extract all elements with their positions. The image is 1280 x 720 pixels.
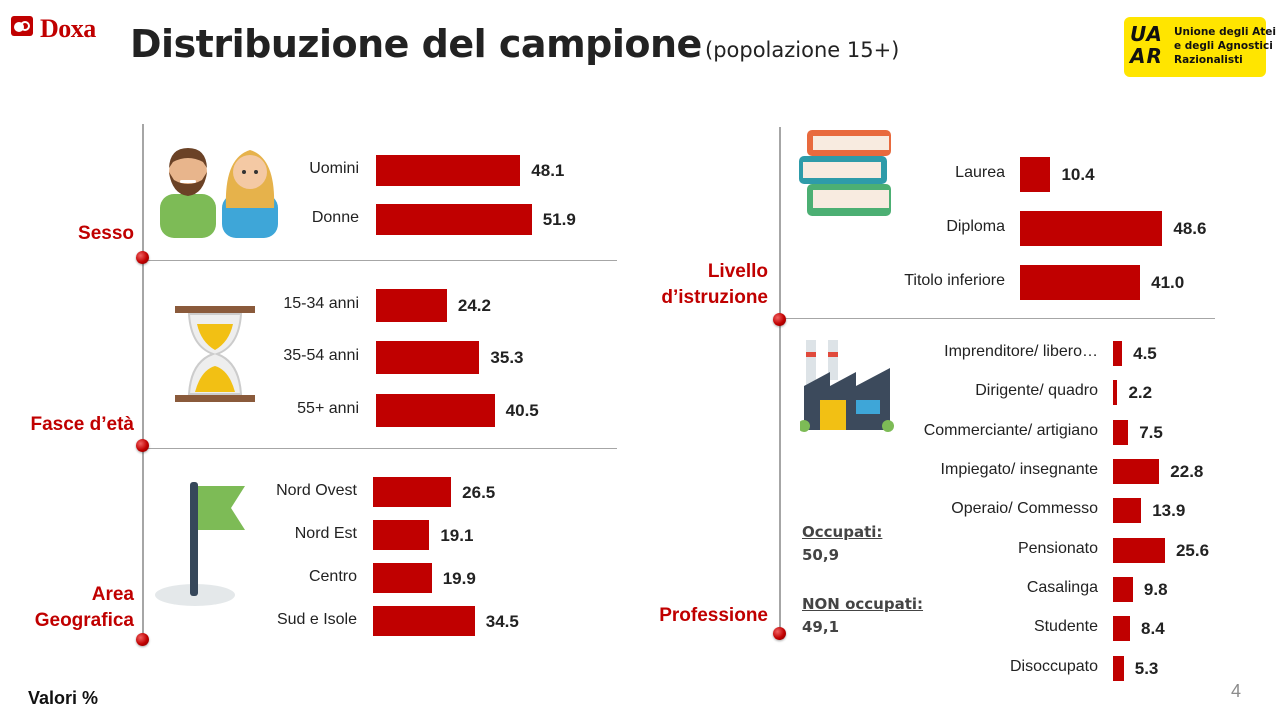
category-label: Uomini [309,160,359,177]
bar [376,340,480,374]
bar [373,563,432,593]
section-title-sesso: Sesso [78,223,134,244]
section-marker [136,633,149,646]
data-label: 5.3 [1134,659,1159,678]
category-label: Sud e Isole [276,611,357,628]
brand-name: Doxa [40,14,96,43]
doxa-emblem-icon [11,16,33,36]
partner-line: Unione degli Atei [1174,26,1276,38]
category-label: 15-34 anni [283,295,359,312]
page-number: 4 [1231,681,1242,701]
data-label: 26.5 [462,483,496,502]
bar [376,393,495,427]
partner-line: e degli Agnostici [1174,40,1273,52]
section-marker [136,439,149,452]
employed-label: Occupati: [802,523,883,541]
divider-line [143,448,617,449]
category-label: Nord Est [294,525,357,542]
category-label: Centro [308,568,357,585]
bar [373,520,430,550]
category-label: 35-54 anni [283,347,359,364]
data-label: 41.0 [1151,273,1185,292]
category-label: Disoccupato [1009,658,1098,675]
bar [373,477,452,507]
unemployed-label: NON occupati: [802,595,924,613]
category-label: Commerciante/ artigiano [923,422,1098,439]
section-title-eta: Fasce d’età [30,414,135,435]
data-label: 19.9 [442,569,476,588]
data-label: 35.3 [490,348,524,367]
bar [1020,264,1141,300]
hourglass-icon [175,306,255,402]
data-label: 7.5 [1139,423,1163,442]
divider-line [780,318,1215,319]
data-label: 4.5 [1133,344,1157,363]
category-label: Nord Ovest [276,482,357,499]
page-subtitle: (popolazione 15+) [705,38,900,62]
flag-icon [155,480,247,608]
bar [1113,379,1118,405]
section-title-istruzione: Livello d’istruzione [661,261,768,308]
bar [1113,655,1124,681]
category-label: Donne [311,209,359,226]
bar [1113,419,1129,445]
category-label: Diploma [946,218,1005,235]
data-label: 40.5 [505,401,539,420]
bar [1113,615,1131,641]
people-icon [158,144,280,238]
data-label: 22.8 [1170,462,1204,481]
unemployed-value: 49,1 [802,618,840,636]
data-label: 8.4 [1141,619,1165,638]
category-label: Casalinga [1026,579,1098,596]
bar [1113,576,1133,602]
data-label: 2.2 [1128,383,1153,402]
section-title-professione: Professione [659,605,768,626]
factory-icon [800,338,894,432]
employed-value: 50,9 [802,546,840,564]
partner-mark: UA AR [1130,22,1163,68]
section-marker [773,627,786,640]
bar [373,606,475,636]
bar [376,203,532,235]
category-label: Operaio/ Commesso [951,500,1098,517]
bar [1113,497,1142,523]
data-label: 34.5 [485,612,519,631]
data-label: 13.9 [1152,501,1186,520]
divider-line [143,260,617,261]
section-title-area: Area Geografica [34,584,134,631]
bar [1113,458,1160,484]
partner-logo: UA AR Unione degli Atei e degli Agnostic… [1124,17,1276,77]
category-label: Titolo inferiore [904,272,1005,289]
bar [1020,156,1051,192]
left-axis-line [142,124,144,640]
data-label: 25.6 [1175,541,1210,560]
category-label: 55+ anni [297,400,359,417]
right-axis-line [779,127,781,640]
category-label: Laurea [955,164,1005,181]
page-title: Distribuzione del campione [130,22,702,66]
category-label: Dirigente/ quadro [975,382,1098,399]
category-label: Pensionato [1017,540,1098,557]
category-label: Studente [1033,618,1098,635]
section-marker [136,251,149,264]
books-icon [797,128,893,218]
category-label: Impiegato/ insegnante [940,461,1098,478]
doxa-logo [10,14,104,44]
bar [1020,210,1163,246]
section-marker [773,313,786,326]
data-label: 48.6 [1173,219,1207,238]
data-label: 9.8 [1143,580,1168,599]
partner-line: Razionalisti [1174,54,1243,66]
bar [1113,537,1165,563]
data-label: 51.9 [542,210,576,229]
data-label: 24.2 [457,296,491,315]
bar [1113,340,1123,366]
data-label: 19.1 [440,526,474,545]
data-label: 48.1 [531,161,565,180]
data-label: 10.4 [1061,165,1095,184]
bar [376,288,447,322]
category-label: Imprenditore/ libero… [944,343,1098,360]
bar [376,154,521,186]
values-note: Valori % [28,688,99,708]
